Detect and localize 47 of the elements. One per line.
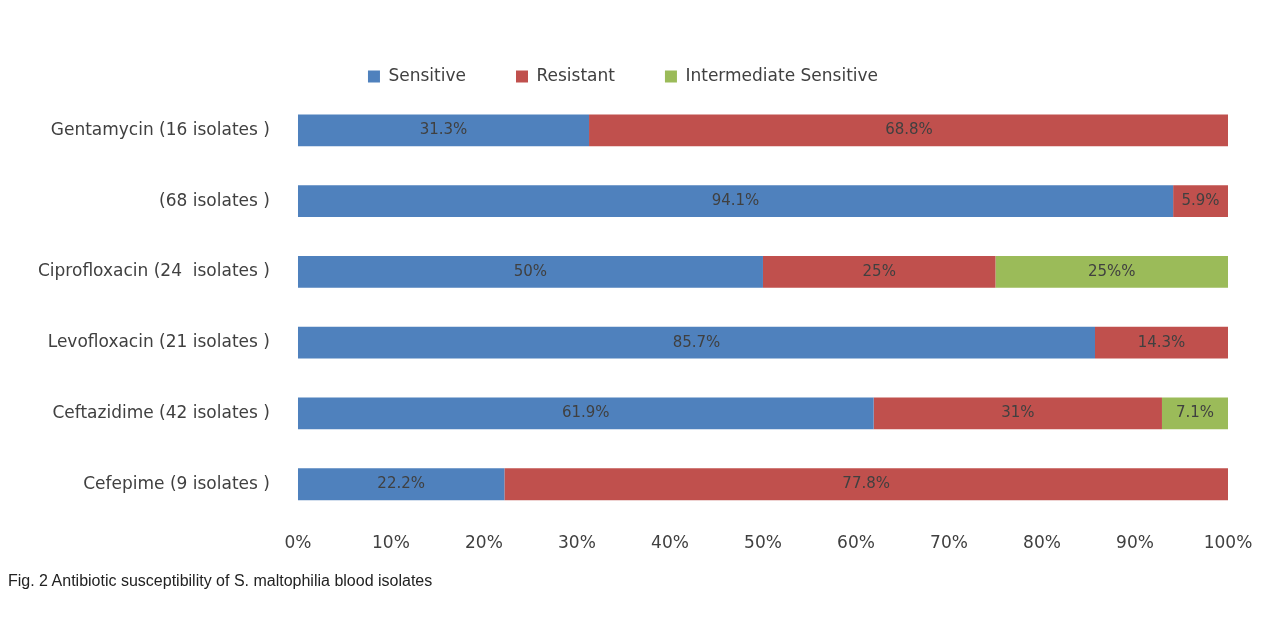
data-label: 14.3% [1137, 332, 1186, 351]
bar [297, 326, 1095, 359]
y-tick-label: (68 isolates ) [159, 189, 270, 210]
x-tick-label: 10% [372, 532, 410, 553]
x-tick-label: 50% [744, 532, 782, 553]
x-tick-label: 20% [465, 532, 503, 553]
y-tick-label: Cefepime (9 isolates ) [83, 472, 270, 493]
data-label: 31% [1001, 403, 1035, 422]
x-tick-label: 70% [930, 532, 968, 553]
bar [995, 255, 1228, 288]
x-tick-label: 90% [1116, 532, 1154, 553]
x-tick-label: 80% [1023, 532, 1061, 553]
bar [297, 468, 505, 501]
x-tick-label: 60% [837, 532, 875, 553]
legend-label: Sensitive [388, 64, 466, 85]
bar [297, 185, 1174, 218]
bar [589, 114, 1228, 147]
data-label: 50% [513, 261, 548, 280]
data-label: 25%% [1087, 261, 1136, 280]
data-label: 77.8% [842, 474, 891, 493]
x-tick-label: 40% [651, 532, 689, 553]
y-tick-label: Ciprofloxacin (24 isolates ) [37, 260, 270, 281]
bar [297, 397, 874, 430]
data-label: 85.7% [672, 332, 721, 351]
legend-label: Resistant [536, 64, 616, 85]
y-tick-label: Ceftazidime (42 isolates ) [52, 401, 270, 422]
bar [873, 397, 1162, 430]
x-tick-label: 30% [558, 532, 596, 553]
bar [1095, 326, 1228, 359]
data-label: 22.2% [377, 474, 425, 493]
data-label: 25% [862, 261, 896, 280]
bar [297, 255, 763, 288]
data-label: 7.1% [1175, 403, 1215, 422]
legend-label: Intermediate Sensitive [685, 64, 879, 85]
data-label: 94.1% [711, 191, 760, 210]
bar [297, 114, 590, 147]
y-tick-label: Levofloxacin (21 isolates ) [47, 331, 270, 352]
bar [762, 255, 996, 288]
y-tick-label: Gentamycin (16 isolates ) [50, 118, 270, 139]
data-label: 5.9% [1181, 191, 1220, 210]
x-tick-label: 100% [1203, 532, 1253, 553]
data-label: 61.9% [561, 403, 610, 422]
caption: Fig. 2 Antibiotic susceptibility of S. maltophilia blood isolates [8, 572, 434, 590]
data-label: 68.8% [885, 120, 933, 139]
bar [504, 468, 1228, 501]
x-tick-label: 0% [284, 532, 312, 553]
data-label: 31.3% [419, 120, 468, 139]
